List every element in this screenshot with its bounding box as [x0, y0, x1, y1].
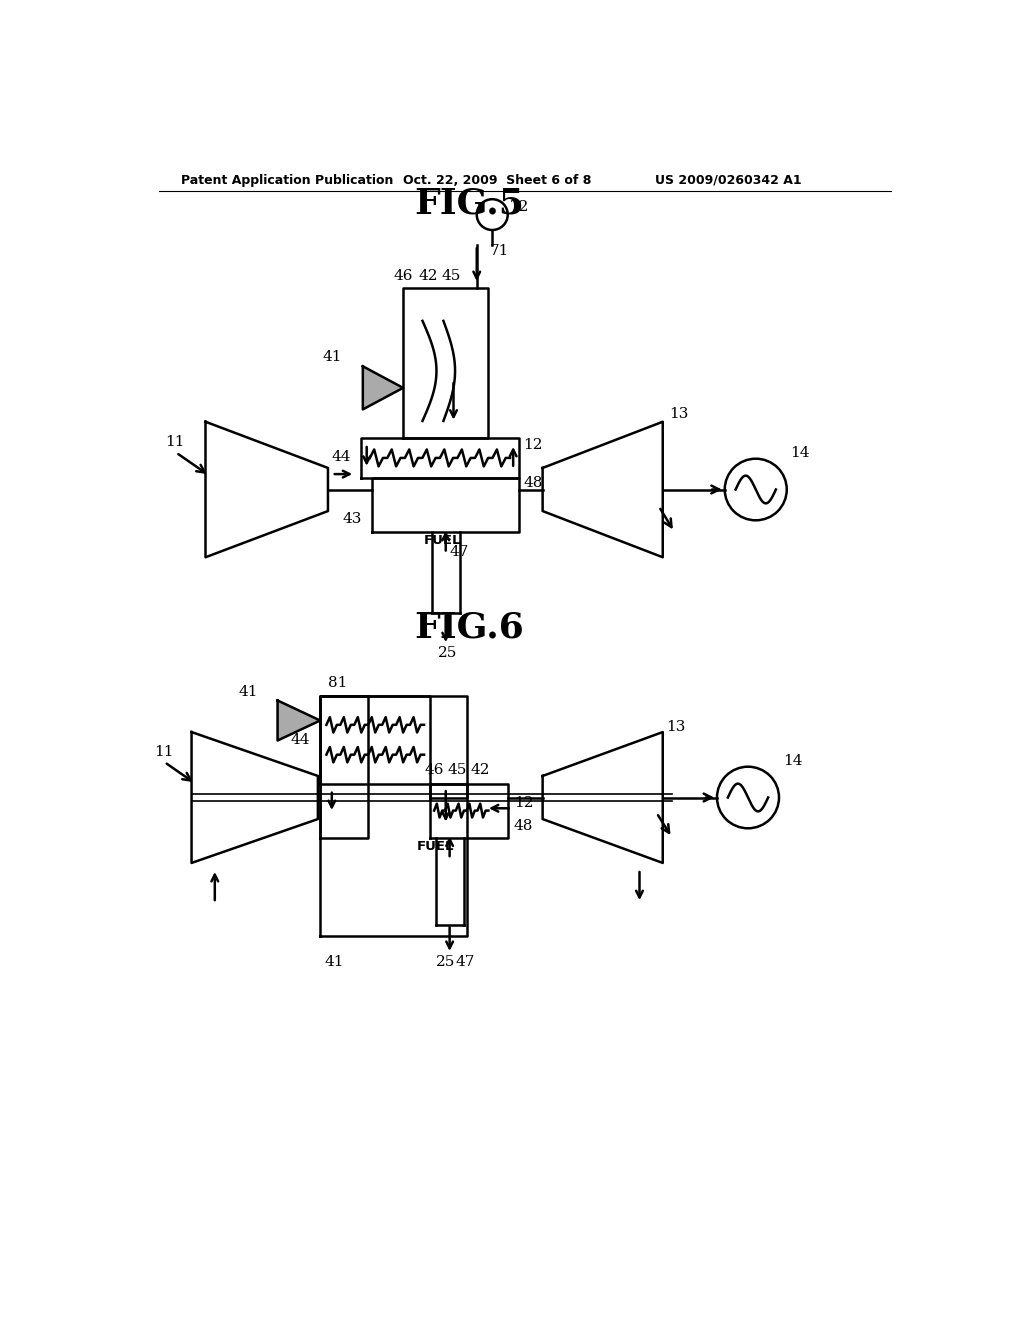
- Text: 13: 13: [669, 407, 688, 421]
- Text: 41: 41: [323, 350, 342, 364]
- Text: FIG.5: FIG.5: [414, 187, 524, 220]
- Text: 11: 11: [155, 744, 174, 759]
- Text: 44: 44: [331, 450, 350, 465]
- Text: 48: 48: [514, 818, 534, 833]
- Text: 14: 14: [783, 754, 803, 768]
- Text: 46: 46: [424, 763, 443, 777]
- Text: 72: 72: [510, 199, 529, 214]
- Text: 47: 47: [456, 956, 475, 969]
- Polygon shape: [278, 701, 321, 741]
- Text: FUEL: FUEL: [417, 840, 454, 853]
- Text: Oct. 22, 2009  Sheet 6 of 8: Oct. 22, 2009 Sheet 6 of 8: [403, 174, 592, 187]
- Text: 25: 25: [438, 647, 458, 660]
- Text: Patent Application Publication: Patent Application Publication: [180, 174, 393, 187]
- Text: 12: 12: [514, 796, 534, 809]
- Text: 47: 47: [450, 545, 469, 560]
- Text: 25: 25: [435, 956, 455, 969]
- Text: 12: 12: [523, 438, 543, 451]
- Text: 41: 41: [324, 956, 344, 969]
- Text: 48: 48: [523, 477, 543, 490]
- Text: 42: 42: [471, 763, 490, 777]
- Polygon shape: [362, 367, 403, 409]
- Text: 11: 11: [165, 436, 184, 449]
- Text: 45: 45: [447, 763, 467, 777]
- Text: 44: 44: [291, 733, 310, 747]
- Text: US 2009/0260342 A1: US 2009/0260342 A1: [655, 174, 802, 187]
- Text: 42: 42: [419, 269, 438, 282]
- Text: 71: 71: [489, 244, 509, 259]
- Text: 43: 43: [343, 512, 362, 525]
- Text: 45: 45: [442, 269, 461, 282]
- Text: 81: 81: [328, 676, 347, 689]
- Text: FIG.6: FIG.6: [414, 610, 524, 644]
- Text: 13: 13: [667, 719, 686, 734]
- Text: 41: 41: [239, 685, 258, 698]
- Text: FUEL: FUEL: [424, 535, 462, 548]
- Text: 46: 46: [394, 269, 414, 282]
- Text: 14: 14: [791, 446, 810, 461]
